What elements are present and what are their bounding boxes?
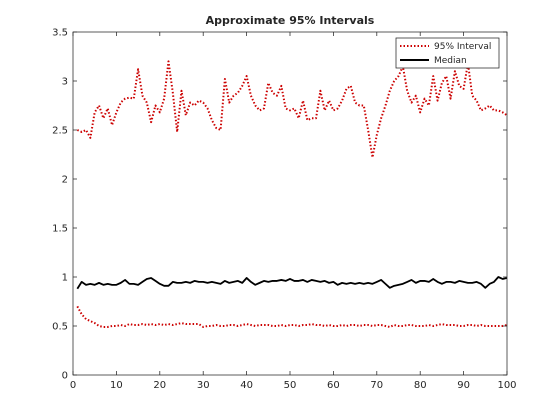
legend: 95% Interval Median: [395, 37, 500, 69]
x-axis: 0 10 20 30 40 50 60 70 80 90 100: [70, 32, 517, 391]
y-tick-label: 2.5: [52, 126, 68, 137]
legend-label-median: Median: [434, 56, 467, 66]
x-tick-label: 60: [327, 380, 340, 391]
x-tick-label: 0: [70, 380, 76, 391]
x-tick-label: 70: [370, 380, 383, 391]
plot-area: [73, 32, 507, 375]
x-tick-label: 50: [284, 380, 297, 391]
y-tick-label: 2: [62, 175, 68, 186]
chart-title: Approximate 95% Intervals: [206, 14, 375, 27]
x-tick-label: 80: [414, 380, 427, 391]
y-tick-label: 3: [62, 77, 68, 88]
series-line-lower: [76, 305, 507, 328]
x-tick-label: 10: [110, 380, 123, 391]
x-tick-label: 90: [457, 380, 470, 391]
y-tick-label: 0.5: [52, 322, 68, 333]
series-line-upper: [76, 60, 507, 159]
x-tick-label: 100: [497, 380, 516, 391]
series-line-median: [76, 276, 507, 290]
y-tick-label: 1.5: [52, 224, 68, 235]
y-tick-label: 1: [62, 273, 68, 284]
x-tick-label: 30: [197, 380, 210, 391]
y-axis: 0 0.5 1 1.5 2 2.5 3 3.5: [52, 28, 507, 382]
legend-box: [395, 37, 500, 69]
series-layer: [76, 60, 507, 328]
y-tick-label: 3.5: [52, 28, 68, 39]
x-tick-label: 40: [240, 380, 253, 391]
y-tick-label: 0: [62, 371, 68, 382]
legend-label-interval: 95% Interval: [434, 42, 491, 52]
x-tick-label: 20: [153, 380, 166, 391]
